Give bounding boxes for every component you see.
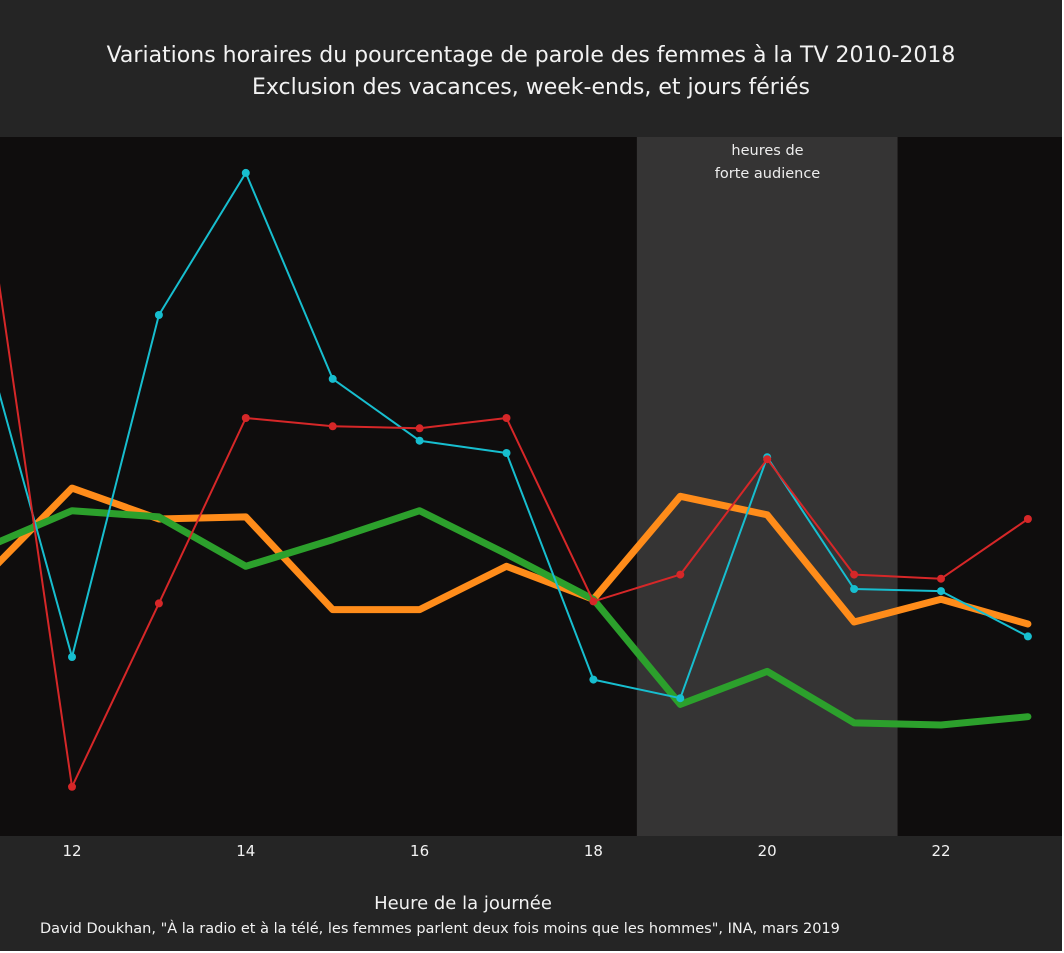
series-1-point [1023,515,1032,523]
series-1-point [937,574,945,583]
series-line-3 [0,507,1032,729]
x-tick-label: 20 [758,842,777,860]
series-0-point [328,374,337,383]
x-tick-label: 14 [236,842,255,860]
chart-title: Variations horaires du pourcentage de pa… [106,43,956,68]
x-axis-label: Heure de la journée [374,893,552,914]
chart-subtitle: Exclusion des vacances, week-ends, et jo… [252,75,810,100]
series-1-point [850,570,859,579]
series-1-point [502,414,511,422]
prime-time-shaded-region [636,137,898,836]
series-1-point [328,422,337,431]
series-1-point [154,599,163,608]
series-0-point [68,653,76,661]
x-tick-label: 16 [410,842,429,860]
series-0-point [676,694,685,703]
series-0-point [850,585,859,593]
source-credit: David Doukhan, "À la radio et à la télé,… [40,921,840,937]
x-tick-label: 12 [62,842,81,860]
series-1-point [589,597,598,606]
series-0-point [589,675,598,684]
series-1-point [68,782,76,791]
series-1-point [241,414,250,422]
series-0-point [415,436,424,445]
series-0-point [241,168,250,177]
shaded-region-label-line2: forte audience [714,166,821,182]
plot-area [0,137,1062,836]
series-1-point [676,570,685,579]
series-1-point [415,424,424,433]
shaded-region-label-line1: heures de [731,143,804,159]
series-0-point [937,587,945,596]
series-1-point [763,455,772,464]
series-0-point [1023,632,1032,641]
series-0-point [502,449,511,457]
x-tick-label: 18 [584,842,603,860]
x-tick-label: 22 [931,842,950,860]
series-0-point [154,311,163,319]
